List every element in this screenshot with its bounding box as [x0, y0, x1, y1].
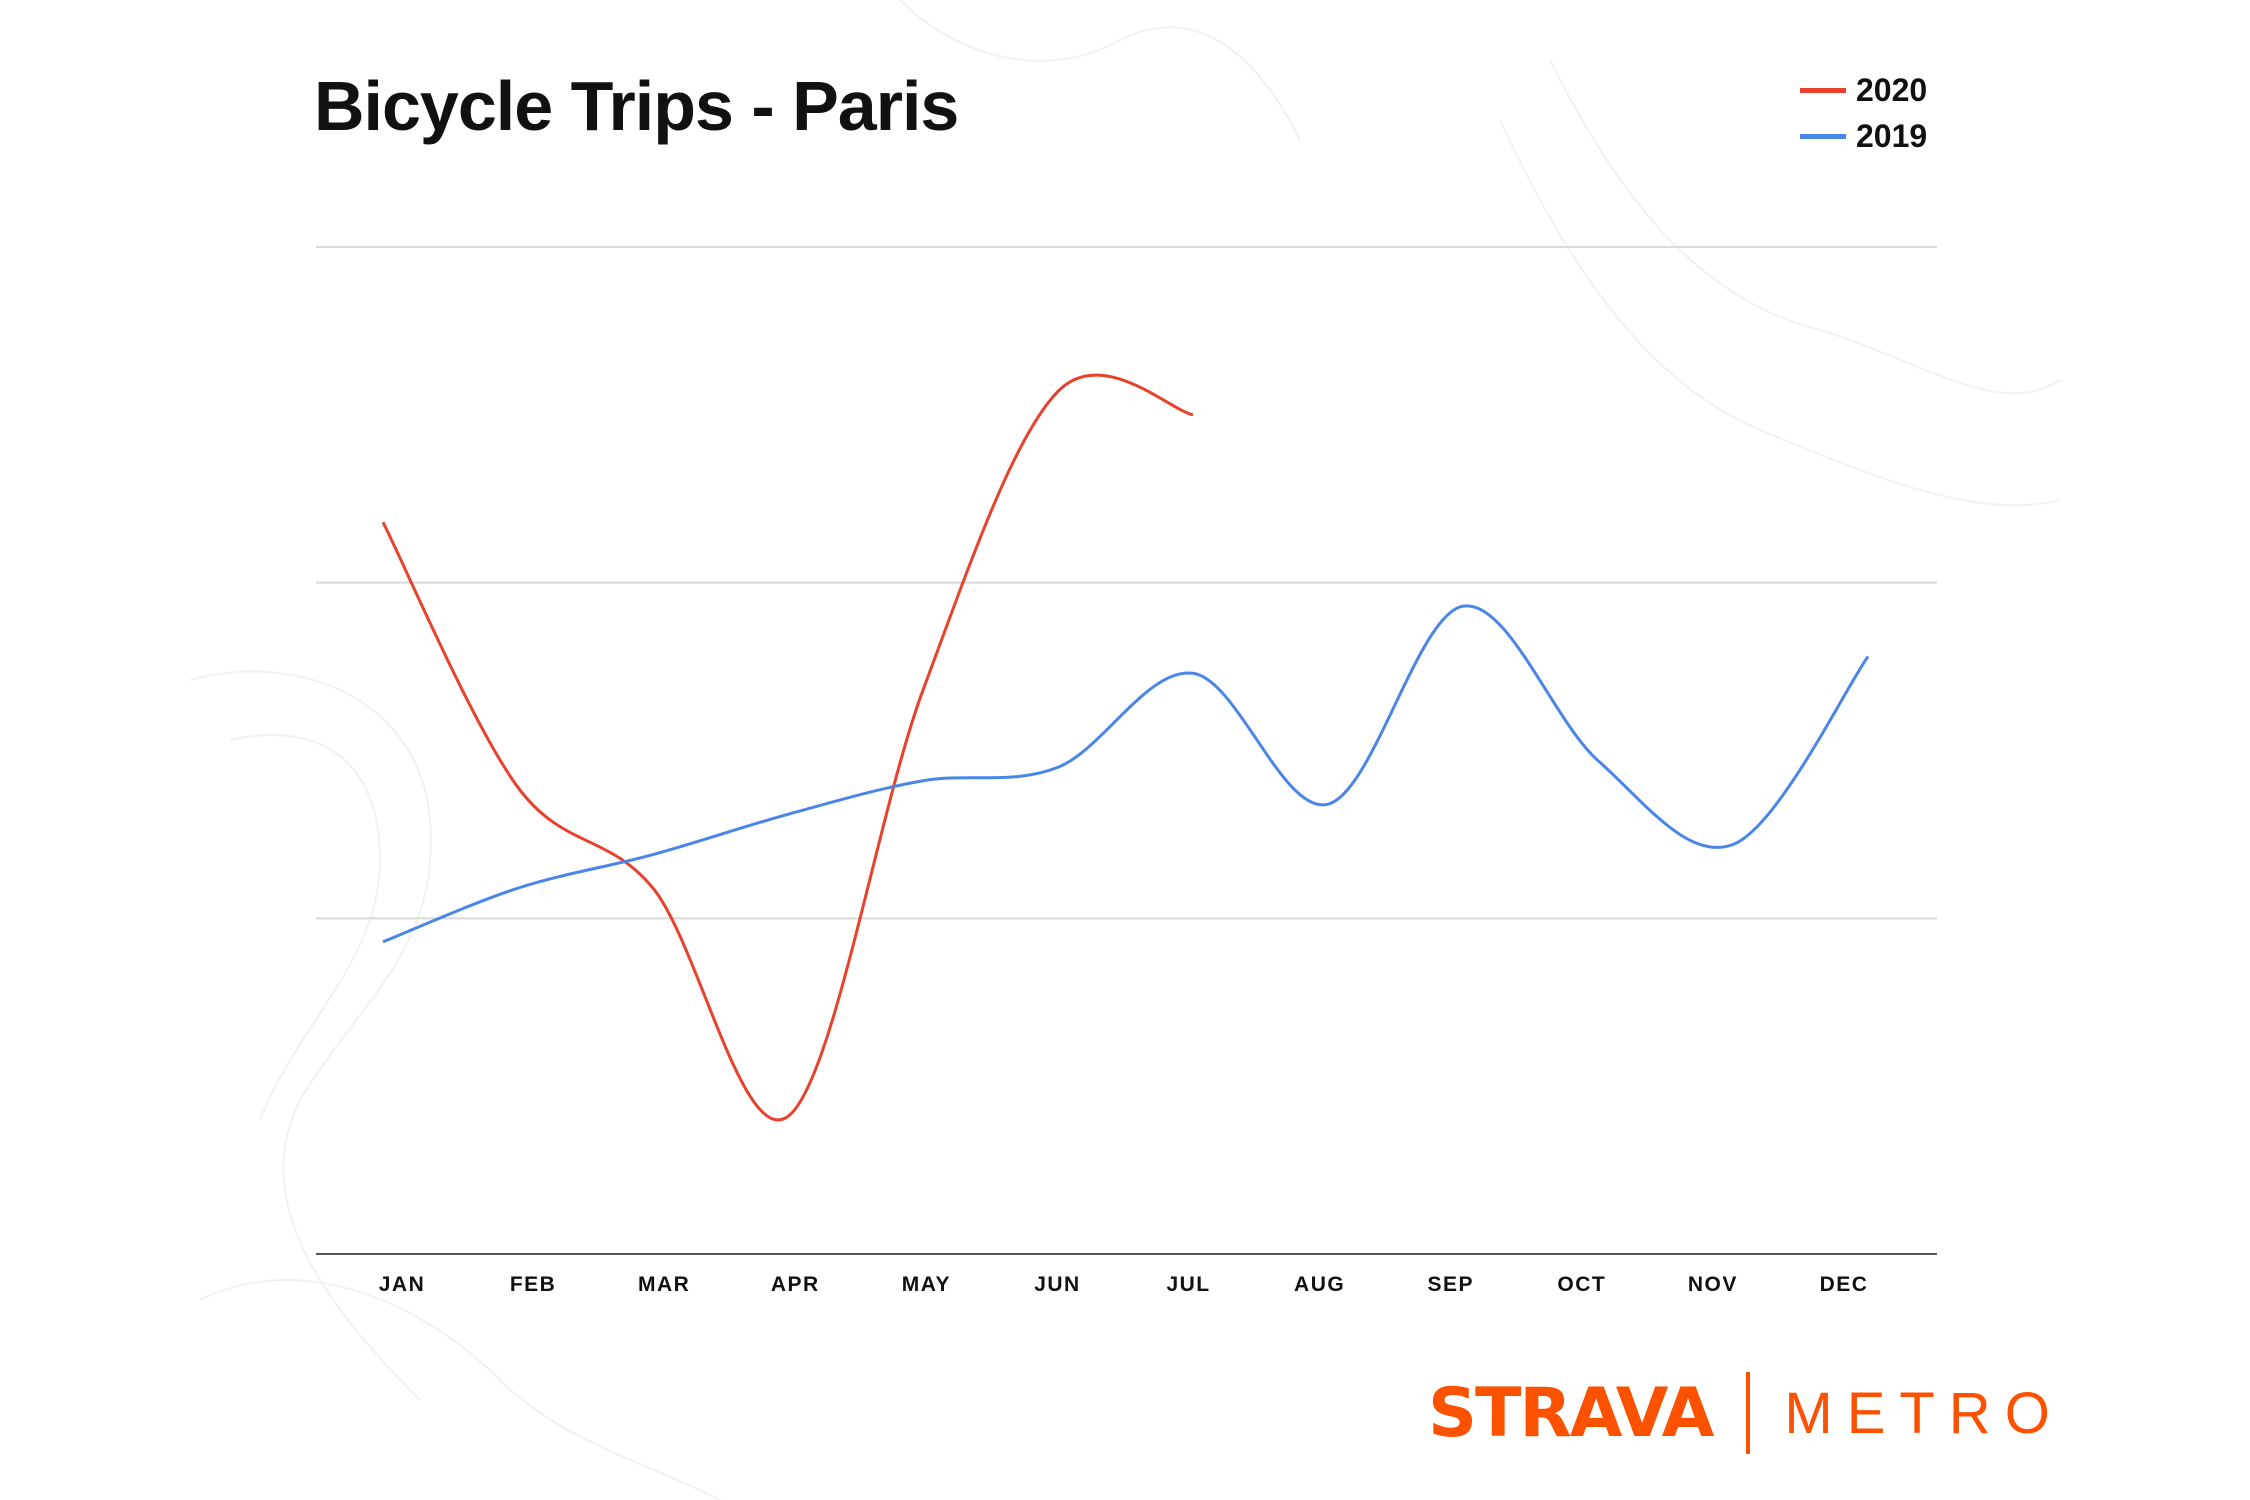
- topo-contour: [229, 734, 382, 1121]
- strava-metro-logo: STRAVA METRO: [1428, 1372, 2064, 1454]
- topo-contour: [189, 670, 432, 1401]
- legend-item-2020: 2020: [1800, 72, 1927, 109]
- legend-item-2019: 2019: [1800, 118, 1927, 155]
- series-line-2019: [382, 604, 1870, 944]
- x-tick-label: JUL: [1166, 1273, 1210, 1296]
- topo-contour: [899, 0, 1301, 141]
- x-tick-label: JAN: [379, 1273, 426, 1296]
- topo-contour: [1499, 119, 2061, 507]
- logo-metro: METRO: [1784, 1380, 2064, 1446]
- legend-label: 2020: [1856, 72, 1928, 108]
- series-line-2020: [381, 373, 1194, 1122]
- gridlines: [316, 246, 1937, 1255]
- topographic-background: [189, 0, 2061, 1500]
- logo-strava: STRAVA: [1428, 1373, 1714, 1453]
- legend-swatch-2019: [1800, 134, 1846, 139]
- legend-swatch-2020: [1800, 88, 1846, 93]
- x-tick-label: JUN: [1034, 1273, 1081, 1296]
- chart-title: Bicycle Trips - Paris: [314, 67, 959, 145]
- x-tick-label: DEC: [1820, 1273, 1869, 1296]
- legend-label: 2019: [1856, 118, 1928, 154]
- x-tick-label: SEP: [1427, 1273, 1474, 1296]
- x-tick-label: OCT: [1557, 1273, 1606, 1296]
- x-axis-ticks: JAN FEB MAR APR MAY JUN JUL AUG SEP OCT NOV DEC: [379, 1273, 1869, 1296]
- x-tick-label: MAY: [902, 1273, 951, 1296]
- topo-contour: [1549, 59, 2061, 395]
- x-tick-label: NOV: [1688, 1273, 1738, 1296]
- series-lines: [381, 373, 1870, 1122]
- x-tick-label: MAR: [638, 1273, 690, 1296]
- x-tick-label: APR: [771, 1273, 820, 1296]
- topo-contour: [199, 1279, 721, 1500]
- logo-divider: [1746, 1372, 1751, 1454]
- x-tick-label: AUG: [1294, 1273, 1345, 1296]
- x-tick-label: FEB: [510, 1273, 557, 1296]
